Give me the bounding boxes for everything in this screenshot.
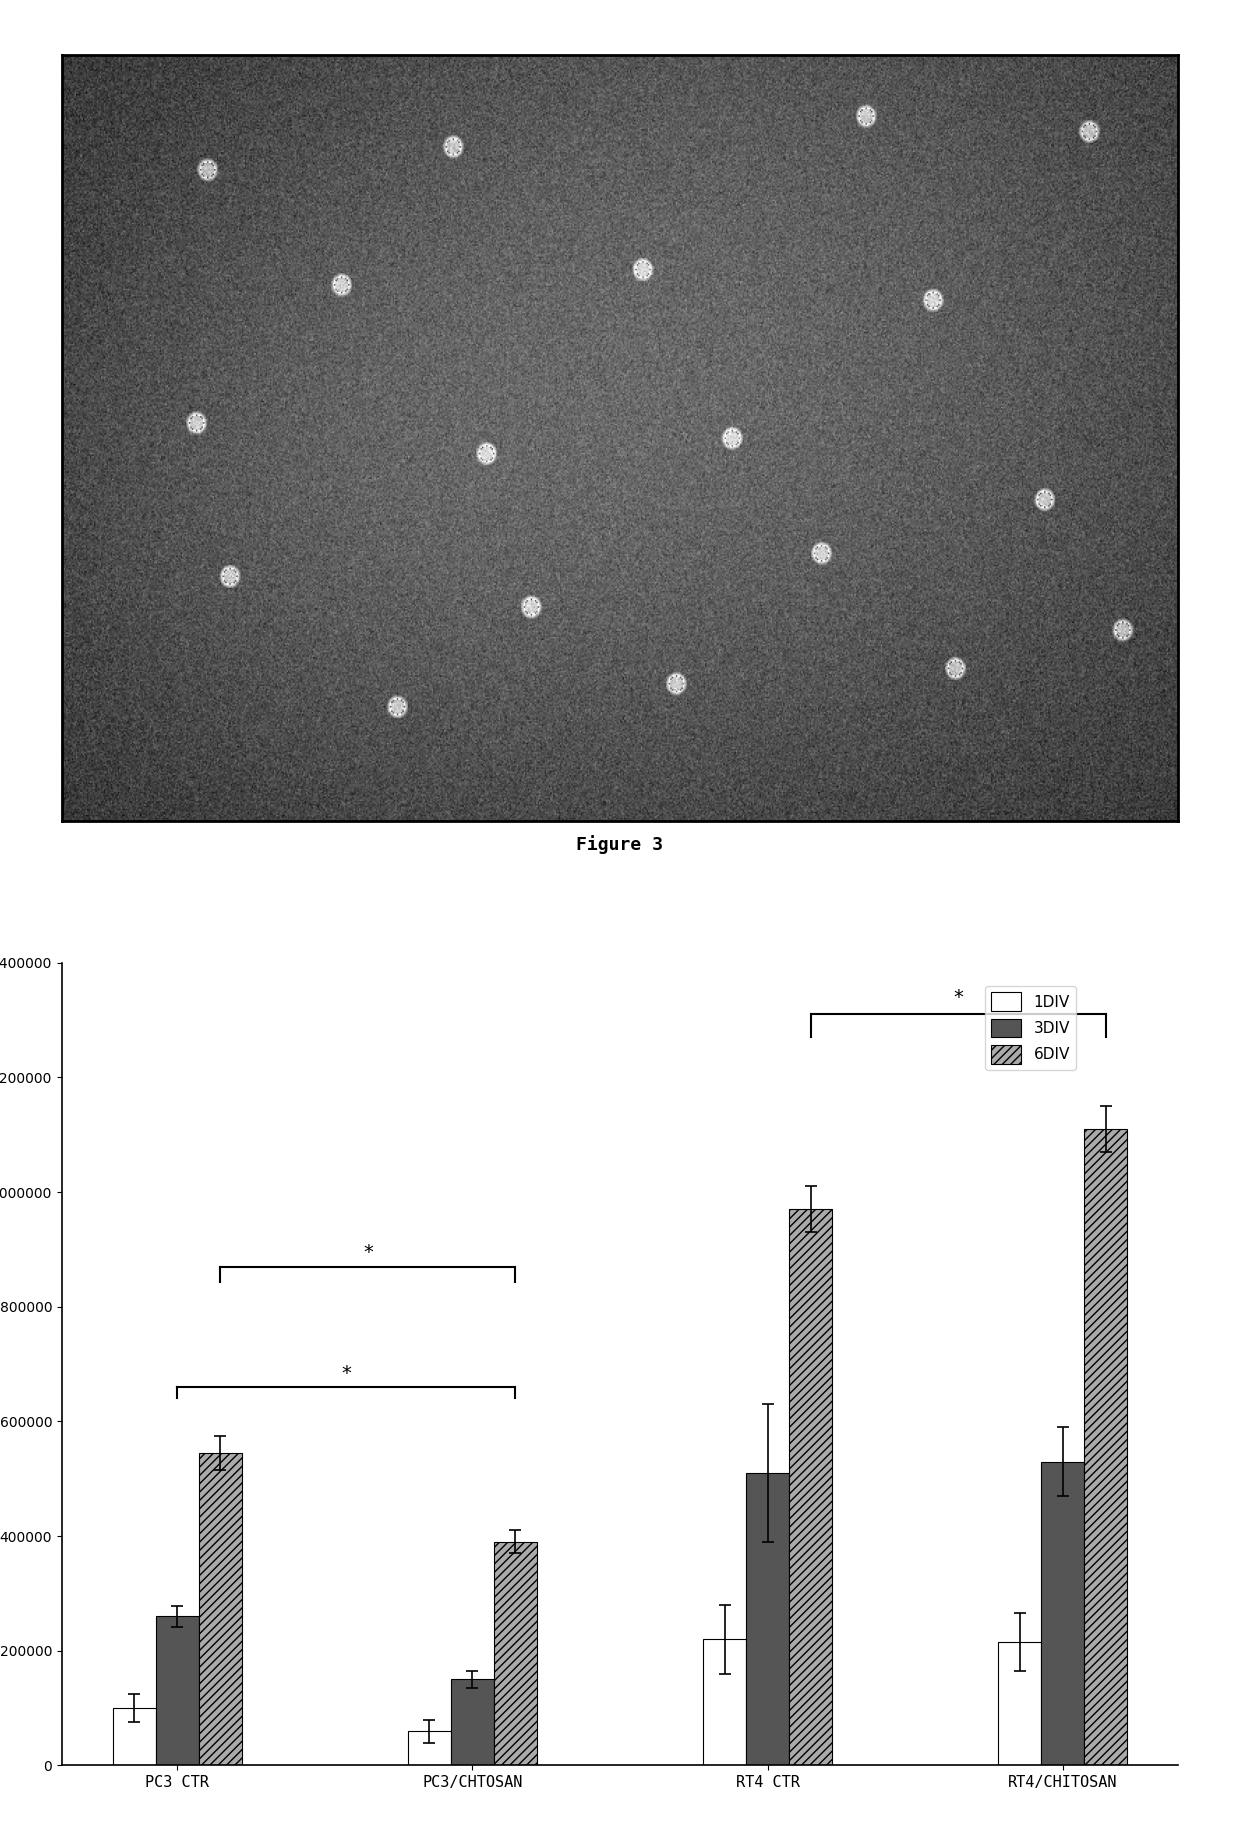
Bar xyxy=(408,1730,451,1765)
Bar xyxy=(198,1453,242,1765)
Bar xyxy=(1084,1129,1127,1765)
Bar xyxy=(451,1679,494,1765)
Legend: 1DIV, 3DIV, 6DIV: 1DIV, 3DIV, 6DIV xyxy=(985,986,1076,1070)
Text: *: * xyxy=(954,988,963,1006)
Text: *: * xyxy=(341,1365,351,1383)
Bar xyxy=(703,1639,746,1765)
Bar xyxy=(998,1642,1042,1765)
Text: *: * xyxy=(363,1243,373,1262)
Bar xyxy=(494,1541,537,1765)
Bar xyxy=(113,1708,156,1765)
X-axis label: Figure 3: Figure 3 xyxy=(577,835,663,855)
Bar xyxy=(1042,1462,1084,1765)
Bar xyxy=(156,1616,198,1765)
Bar xyxy=(789,1210,832,1765)
Bar xyxy=(746,1473,789,1765)
